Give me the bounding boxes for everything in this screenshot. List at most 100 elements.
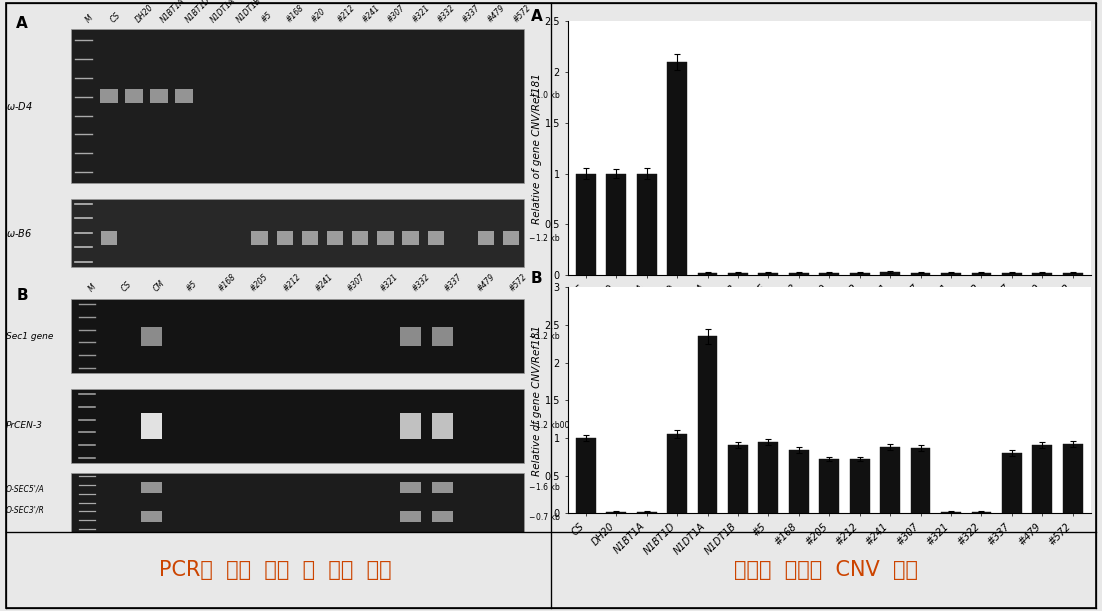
Bar: [141, 481, 162, 493]
Text: #479: #479: [475, 273, 496, 294]
Bar: [71, 389, 523, 463]
Bar: [941, 273, 961, 275]
Bar: [637, 512, 657, 513]
Bar: [698, 273, 717, 275]
Text: N1BT1D: N1BT1D: [184, 0, 213, 24]
Bar: [503, 232, 519, 244]
Bar: [100, 89, 118, 103]
Bar: [758, 442, 778, 513]
Bar: [789, 273, 809, 275]
Bar: [698, 336, 717, 513]
Text: #168: #168: [284, 3, 306, 24]
Text: ─ 1.6 kb: ─ 1.6 kb: [529, 483, 560, 492]
Text: $\omega$-B6: $\omega$-B6: [6, 227, 32, 239]
Bar: [141, 327, 162, 346]
Bar: [576, 438, 596, 513]
Text: A: A: [531, 9, 542, 24]
Text: #332: #332: [411, 273, 432, 294]
Bar: [576, 174, 596, 275]
Bar: [402, 232, 419, 244]
Text: N1DT1A: N1DT1A: [209, 0, 238, 24]
Bar: [880, 447, 900, 513]
Text: N1BT1A: N1BT1A: [159, 0, 187, 24]
Text: #212: #212: [335, 3, 356, 24]
Bar: [1033, 445, 1052, 513]
Text: PrCEN-3: PrCEN-3: [6, 422, 42, 430]
Text: #572: #572: [508, 273, 529, 294]
Text: N1DT1B: N1DT1B: [235, 0, 263, 24]
Bar: [1062, 273, 1082, 275]
Text: #212: #212: [281, 273, 302, 294]
Bar: [667, 62, 687, 275]
Bar: [728, 445, 748, 513]
Text: PCR에  의한  신규  밀  계통  선발: PCR에 의한 신규 밀 계통 선발: [159, 560, 392, 580]
Y-axis label: Relative of gene CNV/Ref181: Relative of gene CNV/Ref181: [531, 325, 541, 475]
Bar: [606, 174, 626, 275]
Bar: [400, 412, 421, 439]
Bar: [972, 512, 992, 513]
Bar: [150, 89, 168, 103]
Y-axis label: Relative of gene CNV/Ref181: Relative of gene CNV/Ref181: [531, 73, 541, 224]
Bar: [400, 327, 421, 346]
Text: #205: #205: [249, 273, 270, 294]
Text: #241: #241: [360, 3, 381, 24]
Bar: [277, 232, 293, 244]
Text: O-SEC5'/A: O-SEC5'/A: [6, 485, 44, 494]
Bar: [910, 448, 930, 513]
Text: #572: #572: [511, 3, 532, 24]
Bar: [941, 512, 961, 513]
Bar: [850, 273, 869, 275]
Text: #321: #321: [378, 273, 399, 294]
Text: CM: CM: [152, 279, 166, 294]
Bar: [432, 511, 453, 522]
Bar: [251, 232, 268, 244]
Bar: [758, 273, 778, 275]
Bar: [352, 232, 368, 244]
Text: #332: #332: [435, 3, 457, 24]
Bar: [428, 232, 444, 244]
Text: #20: #20: [310, 7, 327, 24]
Bar: [141, 511, 162, 522]
Text: #337: #337: [461, 3, 482, 24]
Bar: [100, 232, 117, 244]
Bar: [606, 512, 626, 513]
Text: ─ 1.2 kb00: ─ 1.2 kb00: [529, 422, 570, 430]
Text: M: M: [87, 283, 98, 294]
Text: #337: #337: [443, 273, 464, 294]
Bar: [880, 272, 900, 275]
Text: #5: #5: [184, 279, 198, 294]
Bar: [728, 273, 748, 275]
Text: CS: CS: [119, 280, 133, 294]
Bar: [1002, 453, 1022, 513]
Bar: [125, 89, 142, 103]
Text: Sec1 gene: Sec1 gene: [6, 332, 53, 340]
Bar: [478, 232, 494, 244]
Text: B: B: [17, 288, 28, 304]
Text: ─ 1.2 kb: ─ 1.2 kb: [529, 234, 560, 243]
Bar: [377, 232, 393, 244]
Text: ─ 1.0 kb: ─ 1.0 kb: [529, 91, 560, 100]
Text: #307: #307: [386, 3, 407, 24]
Text: ─ 0.7 kb: ─ 0.7 kb: [529, 513, 560, 522]
Bar: [71, 299, 523, 373]
Text: B: B: [531, 271, 542, 287]
Text: #307: #307: [346, 273, 367, 294]
Bar: [667, 434, 687, 513]
Bar: [71, 29, 523, 183]
Bar: [1002, 273, 1022, 275]
Text: A: A: [17, 16, 29, 31]
Bar: [400, 481, 421, 493]
Text: 선발된  계통의  CNV  분석: 선발된 계통의 CNV 분석: [735, 560, 918, 580]
Bar: [1062, 444, 1082, 513]
Bar: [1033, 273, 1052, 275]
Text: ─ 1.2 kb: ─ 1.2 kb: [529, 332, 560, 340]
Text: #241: #241: [313, 273, 335, 294]
Bar: [820, 273, 839, 275]
Bar: [820, 459, 839, 513]
Bar: [327, 232, 343, 244]
Text: CS: CS: [109, 10, 122, 24]
Text: O-SEC3'/R: O-SEC3'/R: [6, 506, 44, 515]
Bar: [175, 89, 193, 103]
Bar: [400, 511, 421, 522]
Bar: [432, 327, 453, 346]
